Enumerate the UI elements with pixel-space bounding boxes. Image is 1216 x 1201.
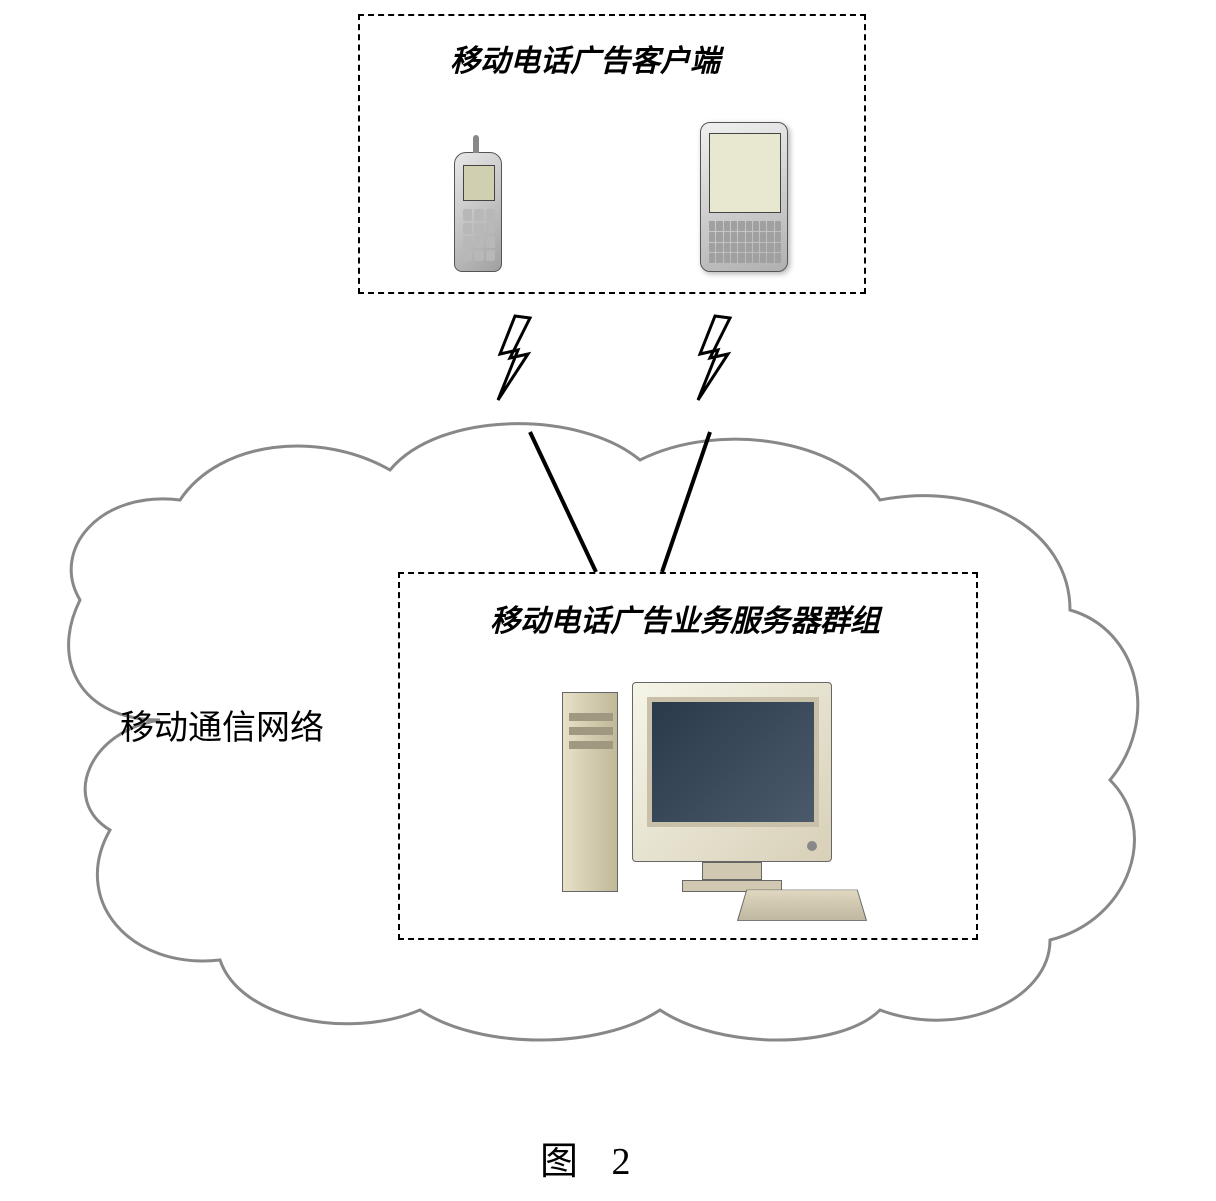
server-computer-icon: [562, 682, 872, 922]
server-box: 移动电话广告业务服务器群组: [398, 572, 978, 940]
network-label: 移动通信网络: [120, 700, 324, 749]
server-box-label: 移动电话广告业务服务器群组: [490, 596, 880, 640]
keyboard-icon: [737, 890, 867, 921]
tower-icon: [562, 692, 618, 892]
diagram-container: 移动电话广告客户端: [0, 0, 1216, 1201]
monitor-icon: [632, 682, 832, 862]
monitor-base-icon: [702, 862, 762, 880]
